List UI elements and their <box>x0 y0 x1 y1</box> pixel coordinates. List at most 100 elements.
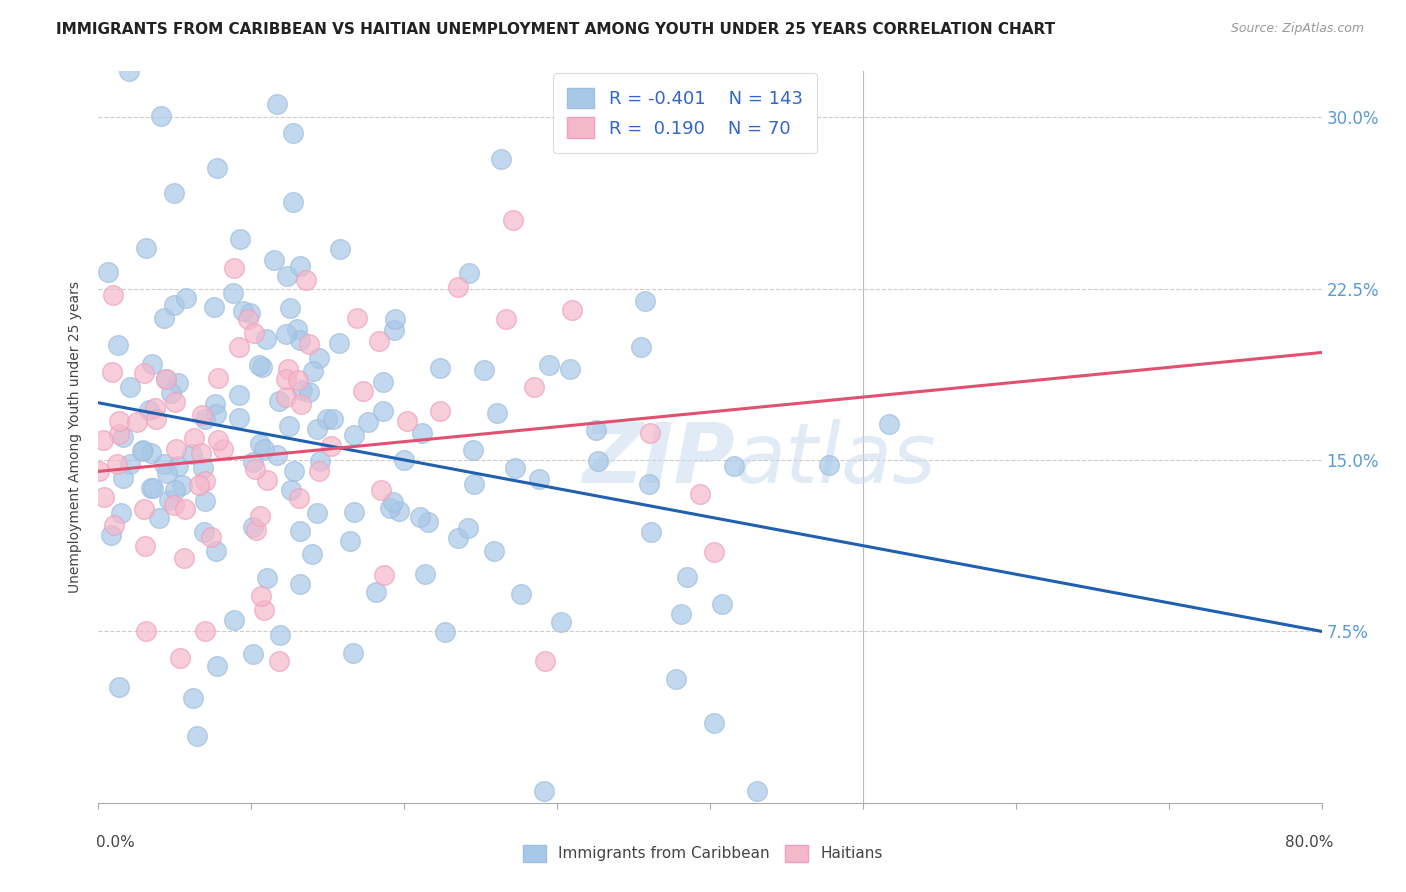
Point <box>212 442 235 456</box>
Point <box>409 509 432 524</box>
Point <box>190 446 212 460</box>
Point <box>392 453 415 467</box>
Point <box>132 502 155 516</box>
Point <box>242 454 264 468</box>
Point <box>747 784 769 798</box>
Point <box>135 241 157 255</box>
Point <box>205 658 228 673</box>
Point <box>141 357 163 371</box>
Point <box>105 457 128 471</box>
Point <box>352 384 374 398</box>
Point <box>202 300 225 314</box>
Point <box>287 322 309 336</box>
Point <box>305 506 328 520</box>
Point <box>669 607 692 622</box>
Point <box>228 340 250 354</box>
Point <box>321 439 343 453</box>
Point <box>228 410 250 425</box>
Point <box>368 334 391 349</box>
Point <box>533 654 555 668</box>
Point <box>238 306 260 320</box>
Point <box>252 359 274 374</box>
Point <box>703 545 725 559</box>
Point <box>148 511 170 525</box>
Point <box>505 461 527 475</box>
Point <box>510 587 533 601</box>
Point <box>153 311 176 326</box>
Point <box>110 506 132 520</box>
Point <box>665 673 688 687</box>
Point <box>249 436 271 450</box>
Point <box>308 464 330 478</box>
Point <box>169 651 191 665</box>
Point <box>186 729 208 743</box>
Text: 0.0%: 0.0% <box>96 836 135 850</box>
Point <box>229 232 252 246</box>
Point <box>283 464 305 478</box>
Point <box>818 458 841 473</box>
Point <box>322 412 344 426</box>
Point <box>167 376 190 391</box>
Point <box>141 481 163 495</box>
Point <box>118 457 141 471</box>
Point <box>269 654 291 668</box>
Point <box>343 427 366 442</box>
Point <box>457 521 479 535</box>
Point <box>447 279 470 293</box>
Point <box>366 585 388 599</box>
Point <box>108 414 131 428</box>
Point <box>415 566 437 581</box>
Point <box>163 298 186 312</box>
Point <box>429 404 451 418</box>
Point <box>263 253 285 268</box>
Point <box>253 442 276 456</box>
Point <box>156 467 179 481</box>
Point <box>482 543 505 558</box>
Point <box>370 483 392 497</box>
Point <box>533 784 555 798</box>
Point <box>277 419 299 434</box>
Point <box>308 351 330 365</box>
Point <box>163 499 186 513</box>
Point <box>357 415 380 429</box>
Point <box>463 477 485 491</box>
Point <box>395 414 418 428</box>
Point <box>125 415 148 429</box>
Point <box>675 570 697 584</box>
Point <box>107 338 129 352</box>
Point <box>585 423 607 437</box>
Point <box>301 364 323 378</box>
Point <box>328 336 350 351</box>
Point <box>205 543 228 558</box>
Point <box>107 680 129 694</box>
Point <box>172 478 194 492</box>
Point <box>134 539 156 553</box>
Point <box>703 716 725 731</box>
Point <box>280 483 302 497</box>
Point <box>342 646 364 660</box>
Point <box>288 491 311 505</box>
Point <box>194 412 217 426</box>
Point <box>315 412 337 426</box>
Point <box>181 447 204 461</box>
Point <box>254 332 277 346</box>
Point <box>429 361 451 376</box>
Point <box>346 310 368 325</box>
Point <box>163 483 186 498</box>
Point <box>160 386 183 401</box>
Point <box>298 384 321 399</box>
Point <box>411 426 433 441</box>
Point <box>278 301 301 316</box>
Point <box>388 504 411 518</box>
Point <box>142 481 165 495</box>
Point <box>329 243 352 257</box>
Point <box>165 395 187 409</box>
Point <box>447 532 470 546</box>
Point <box>256 474 278 488</box>
Point <box>267 394 290 409</box>
Y-axis label: Unemployment Among Youth under 25 years: Unemployment Among Youth under 25 years <box>69 281 83 593</box>
Point <box>193 525 215 540</box>
Point <box>138 403 160 417</box>
Point <box>495 312 517 326</box>
Point <box>502 213 524 227</box>
